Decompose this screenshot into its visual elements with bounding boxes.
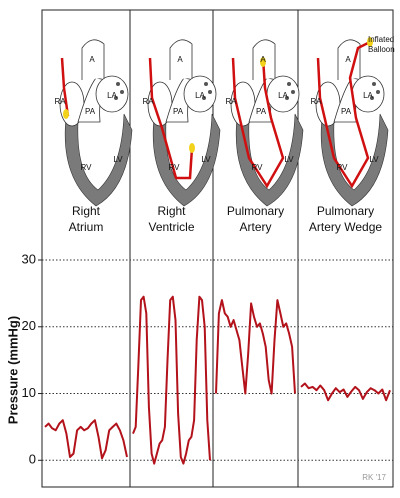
heart-label: LA — [363, 91, 373, 100]
y-axis-label: Pressure (mmHg) — [5, 316, 20, 424]
panel-label: Artery Wedge — [309, 220, 382, 234]
panel-label: Ventricle — [148, 220, 194, 234]
pressure-trace — [132, 295, 211, 465]
heart-label: A — [345, 55, 351, 64]
heart-label: RV — [337, 163, 349, 172]
heart-label: A — [177, 55, 183, 64]
balloon-label: Balloon — [368, 45, 395, 54]
panel-label: Atrium — [69, 220, 104, 234]
catheter — [60, 57, 70, 117]
catheter-tip — [367, 37, 373, 47]
catheter — [148, 57, 194, 180]
heart-label: PA — [85, 107, 96, 116]
heart-label: RA — [142, 97, 154, 106]
heart-label: LV — [369, 155, 379, 164]
pressure-trace — [300, 382, 391, 402]
y-tick-label: 10 — [22, 385, 36, 400]
panel-label: Artery — [239, 220, 271, 234]
signature: RK '17 — [362, 473, 386, 482]
pressure-trace — [215, 299, 296, 395]
heart-label: RA — [54, 97, 66, 106]
heart-label: PA — [173, 107, 184, 116]
catheter — [231, 57, 285, 189]
catheter-tip — [260, 57, 266, 67]
catheter-tip — [63, 109, 69, 119]
heart-label: LA — [195, 91, 205, 100]
panel-label: Right — [72, 204, 101, 218]
panel-label: Right — [157, 204, 186, 218]
heart-shape — [59, 39, 133, 207]
y-tick-label: 30 — [22, 251, 36, 266]
balloon-label: Inflated — [368, 35, 394, 44]
heart-label: LV — [201, 155, 211, 164]
panel-label: Pulmonary — [317, 204, 374, 218]
heart-label: LV — [113, 155, 123, 164]
heart-illustration: A RA LA PA RV LV — [142, 39, 221, 207]
heart-label: PA — [341, 107, 352, 116]
heart-illustration: A RA LA PA RV LV — [54, 39, 133, 207]
catheter — [316, 40, 371, 189]
heart-label: A — [260, 55, 266, 64]
catheter-tip — [189, 143, 195, 153]
heart-label: RV — [252, 163, 264, 172]
heart-label: LV — [284, 155, 294, 164]
heart-label: RA — [310, 97, 322, 106]
panel-label: Pulmonary — [227, 204, 284, 218]
heart-label: A — [89, 55, 95, 64]
pressure-trace — [44, 419, 128, 460]
heart-label: RA — [225, 97, 237, 106]
y-tick-label: 20 — [22, 318, 36, 333]
frame — [41, 9, 394, 488]
heart-label: LA — [278, 91, 288, 100]
heart-illustration: A RA LA PA RV LV — [310, 37, 389, 207]
heart-label: PA — [256, 107, 267, 116]
heart-label: RV — [169, 163, 181, 172]
y-tick-label: 0 — [29, 452, 36, 467]
heart-illustration: A RA LA PA RV LV — [225, 39, 304, 207]
heart-label: LA — [107, 91, 117, 100]
heart-label: RV — [81, 163, 93, 172]
heart-shape — [147, 39, 221, 207]
